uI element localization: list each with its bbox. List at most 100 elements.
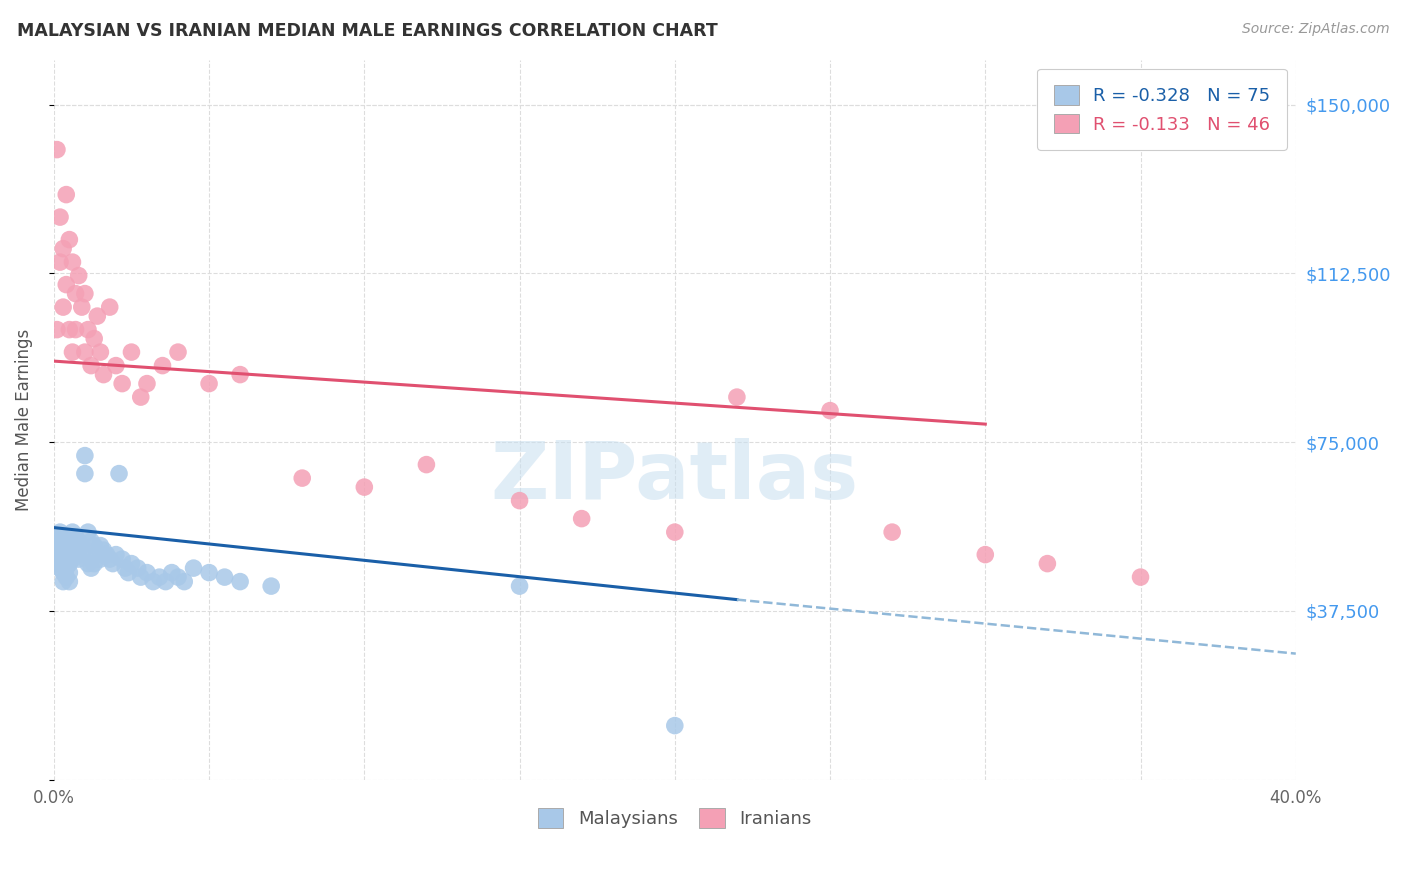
Point — [67, 552, 90, 566]
Point — [111, 376, 134, 391]
Point — [725, 390, 748, 404]
Point — [77, 525, 100, 540]
Point — [58, 557, 80, 571]
Point — [65, 539, 87, 553]
Point — [77, 557, 100, 571]
Point — [160, 566, 183, 580]
Point — [49, 255, 72, 269]
Point — [80, 561, 103, 575]
Point — [229, 574, 252, 589]
Point — [83, 332, 105, 346]
Point — [55, 277, 77, 292]
Point — [93, 368, 115, 382]
Point — [98, 300, 121, 314]
Point — [55, 561, 77, 575]
Y-axis label: Median Male Earnings: Median Male Earnings — [15, 328, 32, 511]
Point — [65, 323, 87, 337]
Point — [58, 323, 80, 337]
Point — [55, 543, 77, 558]
Point — [49, 525, 72, 540]
Point — [45, 530, 67, 544]
Point — [571, 511, 593, 525]
Point — [129, 390, 152, 404]
Point — [260, 579, 283, 593]
Point — [108, 467, 131, 481]
Point — [73, 449, 96, 463]
Point — [148, 570, 170, 584]
Point — [89, 552, 111, 566]
Point — [882, 525, 904, 540]
Point — [52, 574, 75, 589]
Point — [80, 534, 103, 549]
Point — [70, 539, 93, 553]
Point — [45, 557, 67, 571]
Point — [114, 561, 136, 575]
Point — [65, 530, 87, 544]
Point — [49, 552, 72, 566]
Point — [67, 543, 90, 558]
Point — [65, 548, 87, 562]
Point — [1036, 557, 1059, 571]
Point — [70, 548, 93, 562]
Point — [55, 570, 77, 584]
Point — [86, 548, 108, 562]
Point — [45, 548, 67, 562]
Point — [152, 359, 174, 373]
Point — [167, 345, 190, 359]
Point — [73, 467, 96, 481]
Point — [818, 403, 841, 417]
Point — [415, 458, 437, 472]
Point — [73, 345, 96, 359]
Point — [111, 552, 134, 566]
Point — [52, 300, 75, 314]
Point — [86, 309, 108, 323]
Point — [664, 718, 686, 732]
Point — [120, 557, 142, 571]
Point — [229, 368, 252, 382]
Point — [214, 570, 236, 584]
Point — [58, 548, 80, 562]
Text: Source: ZipAtlas.com: Source: ZipAtlas.com — [1241, 22, 1389, 37]
Point — [45, 539, 67, 553]
Point — [136, 376, 159, 391]
Point — [52, 530, 75, 544]
Point — [49, 534, 72, 549]
Point — [62, 525, 84, 540]
Text: MALAYSIAN VS IRANIAN MEDIAN MALE EARNINGS CORRELATION CHART: MALAYSIAN VS IRANIAN MEDIAN MALE EARNING… — [17, 22, 717, 40]
Point — [120, 345, 142, 359]
Point — [45, 323, 67, 337]
Point — [52, 557, 75, 571]
Point — [49, 210, 72, 224]
Point — [509, 493, 531, 508]
Point — [183, 561, 205, 575]
Point — [83, 539, 105, 553]
Point — [55, 534, 77, 549]
Point — [49, 543, 72, 558]
Point — [104, 359, 127, 373]
Point — [93, 543, 115, 558]
Point — [70, 300, 93, 314]
Point — [55, 552, 77, 566]
Point — [101, 557, 124, 571]
Point — [136, 566, 159, 580]
Point — [155, 574, 177, 589]
Point — [52, 566, 75, 580]
Point — [62, 543, 84, 558]
Point — [58, 233, 80, 247]
Point — [62, 345, 84, 359]
Point — [52, 548, 75, 562]
Point — [98, 552, 121, 566]
Point — [96, 548, 118, 562]
Point — [62, 255, 84, 269]
Point — [62, 534, 84, 549]
Point — [67, 268, 90, 283]
Point — [55, 187, 77, 202]
Point — [509, 579, 531, 593]
Point — [117, 566, 139, 580]
Point — [167, 570, 190, 584]
Text: ZIPatlas: ZIPatlas — [491, 438, 859, 516]
Point — [83, 557, 105, 571]
Point — [58, 539, 80, 553]
Point — [52, 242, 75, 256]
Point — [77, 323, 100, 337]
